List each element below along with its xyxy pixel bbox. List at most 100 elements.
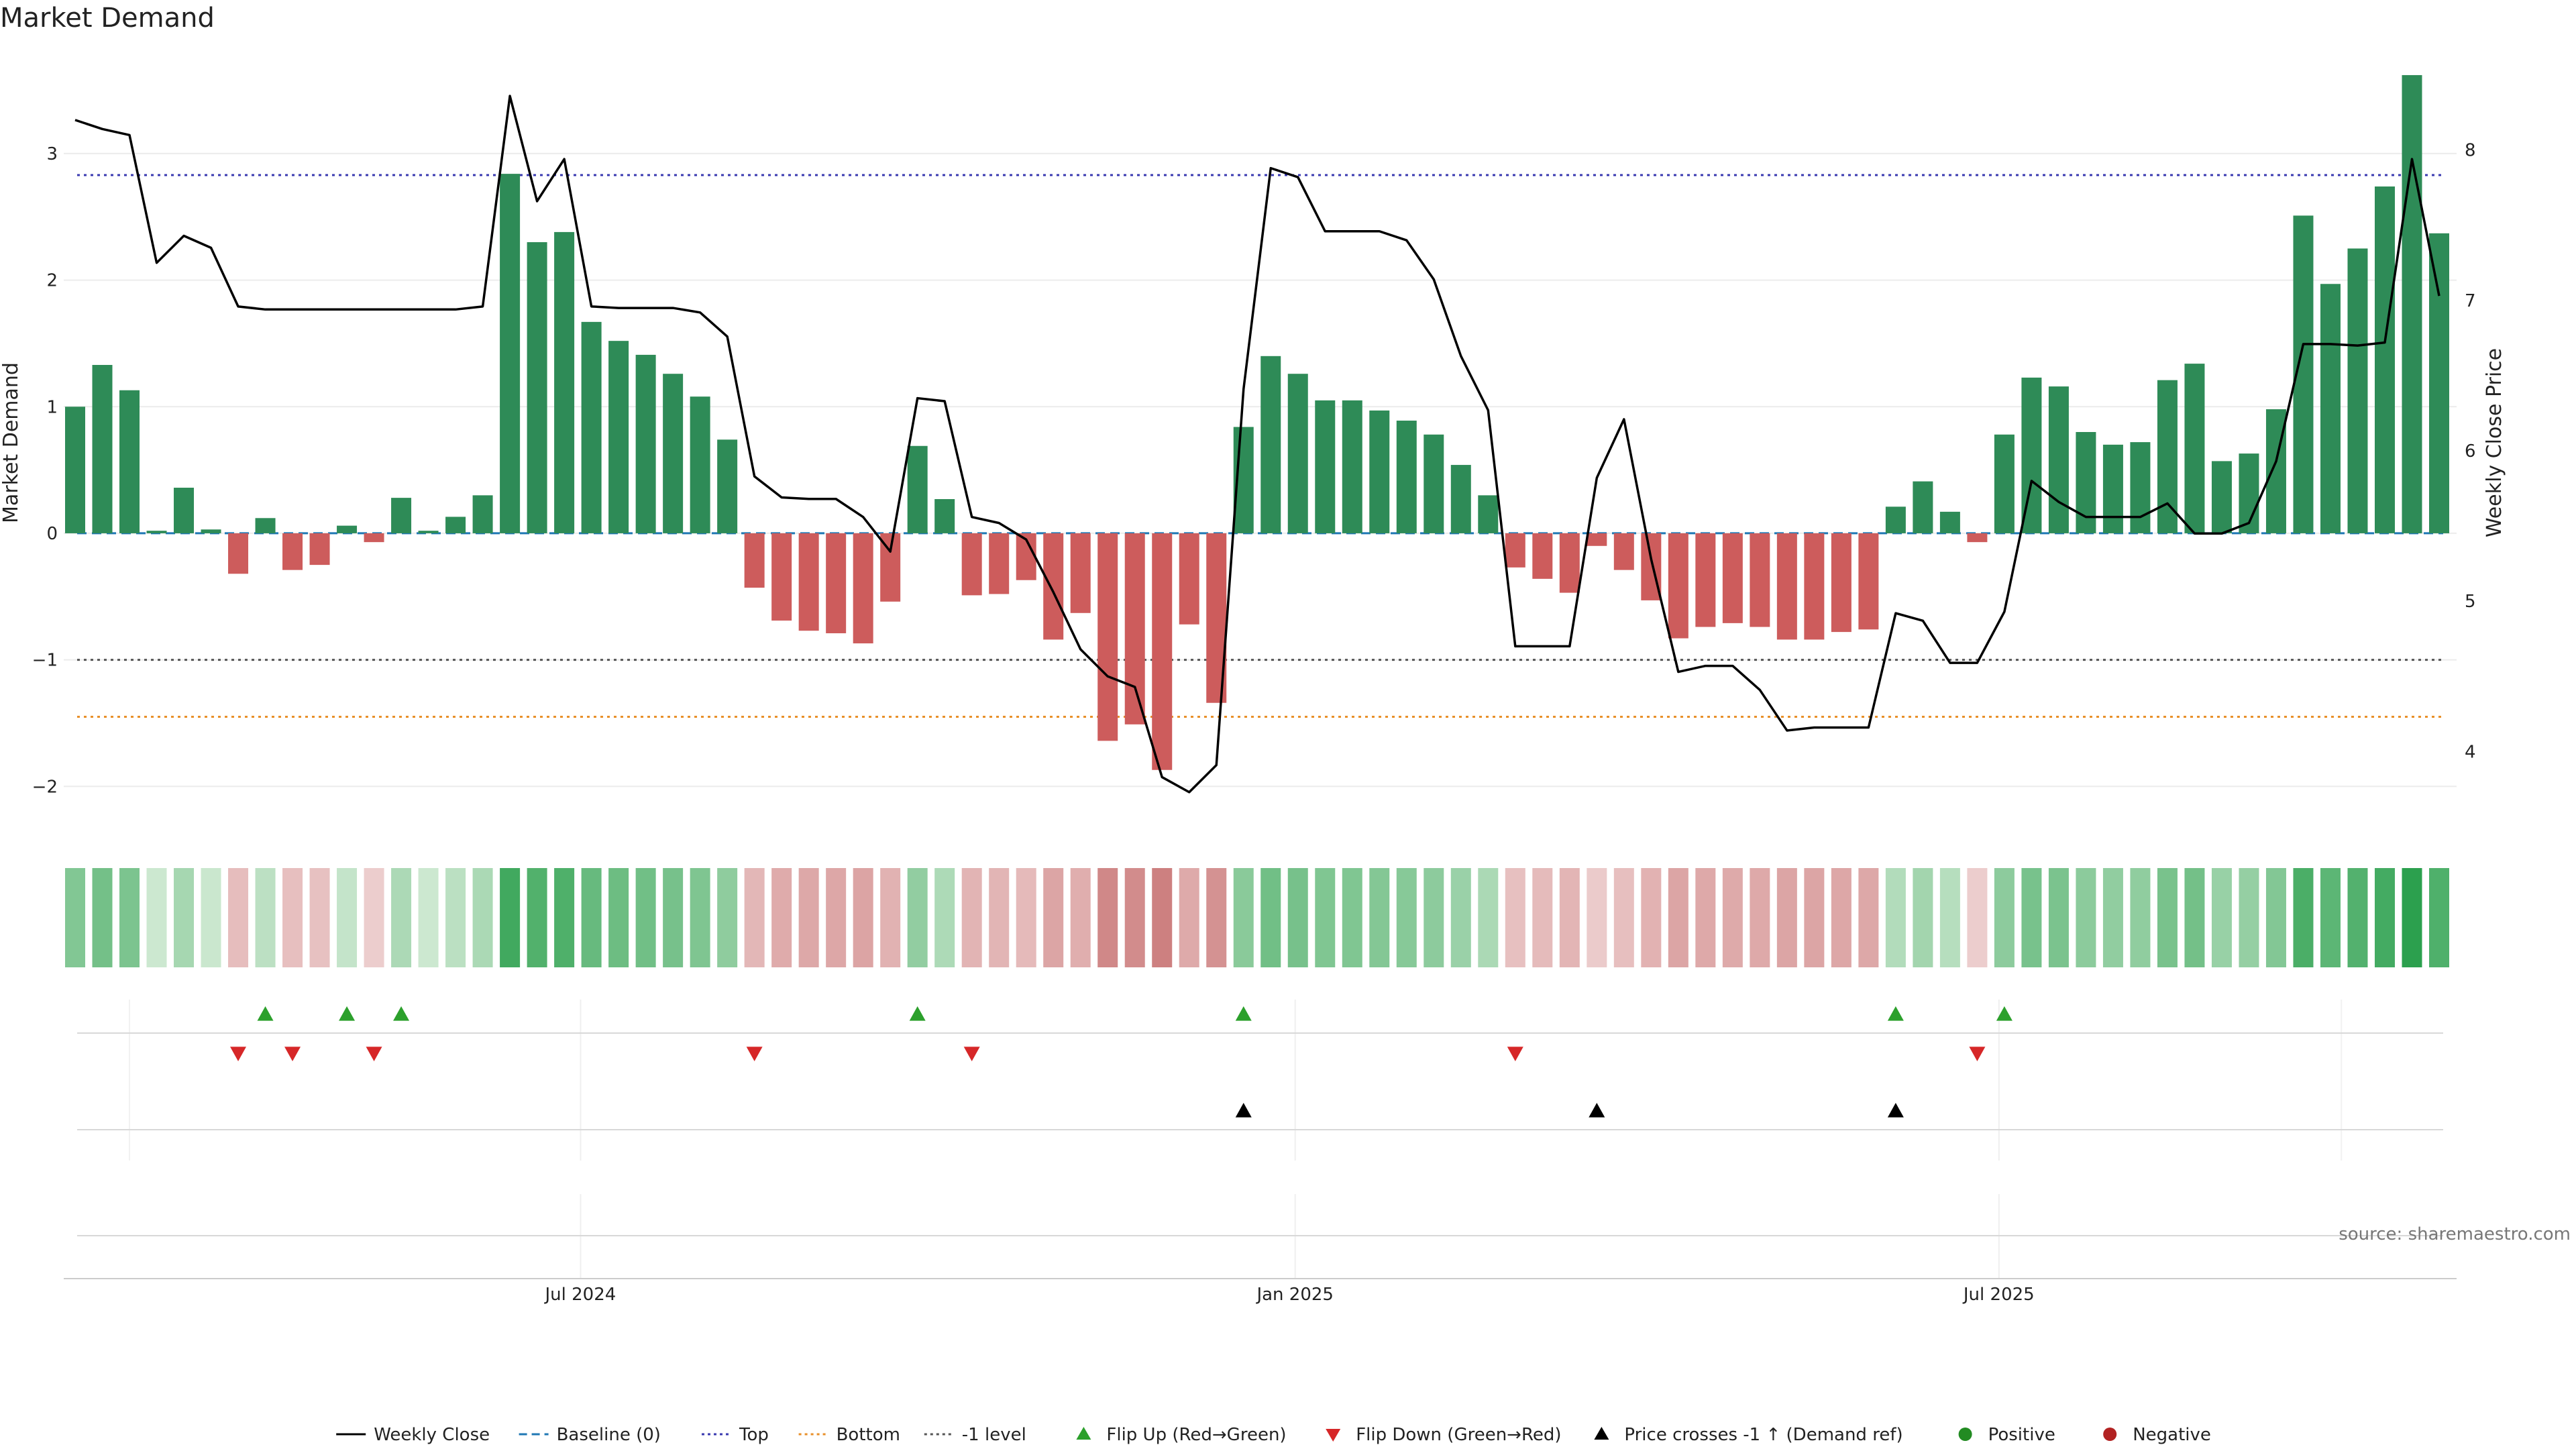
demand-bar <box>472 495 493 533</box>
demand-bar <box>2184 364 2205 533</box>
strip-cell <box>1342 868 1362 967</box>
strip-cell <box>1260 868 1281 967</box>
demand-bar <box>554 231 575 533</box>
legend-item: Baseline (0) <box>519 1425 661 1445</box>
demand-bar <box>1885 506 1906 533</box>
price-cross-marker <box>1589 1103 1605 1118</box>
y-tick-label: 0 <box>46 524 58 544</box>
strip-cell <box>2429 868 2449 967</box>
strip-cell <box>92 868 113 967</box>
strip-cell <box>282 868 303 967</box>
flip-down-marker <box>284 1046 301 1061</box>
flip-down-marker <box>1507 1046 1523 1061</box>
flip-down-marker <box>366 1046 382 1061</box>
demand-bar <box>1804 533 1825 640</box>
demand-bar <box>1913 481 1933 533</box>
strip-cell <box>2184 868 2205 967</box>
demand-bar <box>663 374 684 533</box>
strip-cell <box>337 868 358 967</box>
demand-bar <box>1097 533 1118 741</box>
strip-cell <box>663 868 684 967</box>
strip-cell <box>2402 868 2422 967</box>
strip-cell <box>1097 868 1118 967</box>
y-axis-label: Market Demand <box>0 362 23 523</box>
strip-cell <box>445 868 466 967</box>
demand-bar <box>119 390 140 533</box>
strip-cell <box>1939 868 1960 967</box>
strip-cell <box>1776 868 1797 967</box>
demand-bar <box>2021 377 2042 533</box>
legend-item: Flip Up (Red→Green) <box>1076 1425 1287 1445</box>
demand-bar <box>771 533 792 621</box>
demand-bar <box>1396 421 1417 533</box>
legend-item: Top <box>702 1425 769 1445</box>
heat-strip <box>65 868 2449 967</box>
legend-swatch <box>1326 1429 1341 1442</box>
demand-bar <box>1722 533 1743 623</box>
flip-up-marker <box>1887 1006 1904 1021</box>
demand-bars <box>65 74 2449 770</box>
demand-bar <box>1505 533 1525 568</box>
demand-bar <box>255 518 276 533</box>
demand-bar <box>1695 533 1716 627</box>
strip-cell <box>2347 868 2368 967</box>
demand-bar <box>65 407 85 533</box>
legend-label: Flip Down (Green→Red) <box>1356 1425 1561 1445</box>
strip-cell <box>1750 868 1770 967</box>
demand-bar <box>853 533 873 644</box>
demand-bar <box>2239 453 2259 533</box>
strip-cell <box>527 868 547 967</box>
demand-bar <box>228 533 249 574</box>
demand-bar <box>1858 533 1879 630</box>
demand-bar <box>1939 511 1960 533</box>
demand-bar <box>1967 533 1988 543</box>
demand-bar <box>2347 248 2368 533</box>
demand-bar <box>1369 410 1390 533</box>
flip-down-marker <box>963 1046 980 1061</box>
legend-label: Negative <box>2133 1425 2211 1445</box>
demand-bar <box>309 533 330 566</box>
y-tick-label: 3 <box>46 144 58 164</box>
strip-cell <box>2048 868 2069 967</box>
strip-cell <box>1994 868 2015 967</box>
flip-down-marker <box>746 1046 763 1061</box>
strip-cell <box>1505 868 1525 967</box>
strip-cell <box>934 868 955 967</box>
legend-item: Positive <box>1958 1425 2055 1445</box>
strip-cell <box>119 868 140 967</box>
strip-cell <box>1967 868 1988 967</box>
demand-bar <box>1124 533 1145 724</box>
demand-bar <box>907 445 928 533</box>
demand-bar <box>961 533 982 596</box>
demand-bar <box>1070 533 1091 613</box>
axes: Market Demand Weekly Close Price source:… <box>0 141 2571 1305</box>
strip-cell <box>174 868 195 967</box>
y2-axis-label: Weekly Close Price <box>2483 348 2506 537</box>
y2-tick-label: 5 <box>2465 592 2476 612</box>
demand-bar <box>2048 386 2069 533</box>
strip-cell <box>1070 868 1091 967</box>
strip-cell <box>255 868 276 967</box>
strip-cell <box>635 868 656 967</box>
y2-tick-label: 6 <box>2465 441 2476 462</box>
strip-cell <box>1641 868 1662 967</box>
demand-bar <box>608 341 629 533</box>
demand-bar <box>1424 434 1444 533</box>
demand-bar <box>2429 233 2449 533</box>
strip-cell <box>1124 868 1145 967</box>
strip-cell <box>608 868 629 967</box>
demand-bar <box>1260 356 1281 533</box>
strip-cell <box>744 868 765 967</box>
demand-bar <box>364 533 384 543</box>
demand-bar <box>1613 533 1634 570</box>
legend-label: Price crosses -1 ↑ (Demand ref) <box>1624 1425 1902 1445</box>
demand-bar <box>1776 533 1797 640</box>
y2-tick-label: 7 <box>2465 291 2476 311</box>
strip-cell <box>1858 868 1879 967</box>
strip-cell <box>500 868 521 967</box>
strip-cell <box>690 868 710 967</box>
strip-cell <box>1478 868 1499 967</box>
strip-cell <box>201 868 221 967</box>
legend-swatch <box>1076 1427 1091 1440</box>
strip-cell <box>1913 868 1933 967</box>
